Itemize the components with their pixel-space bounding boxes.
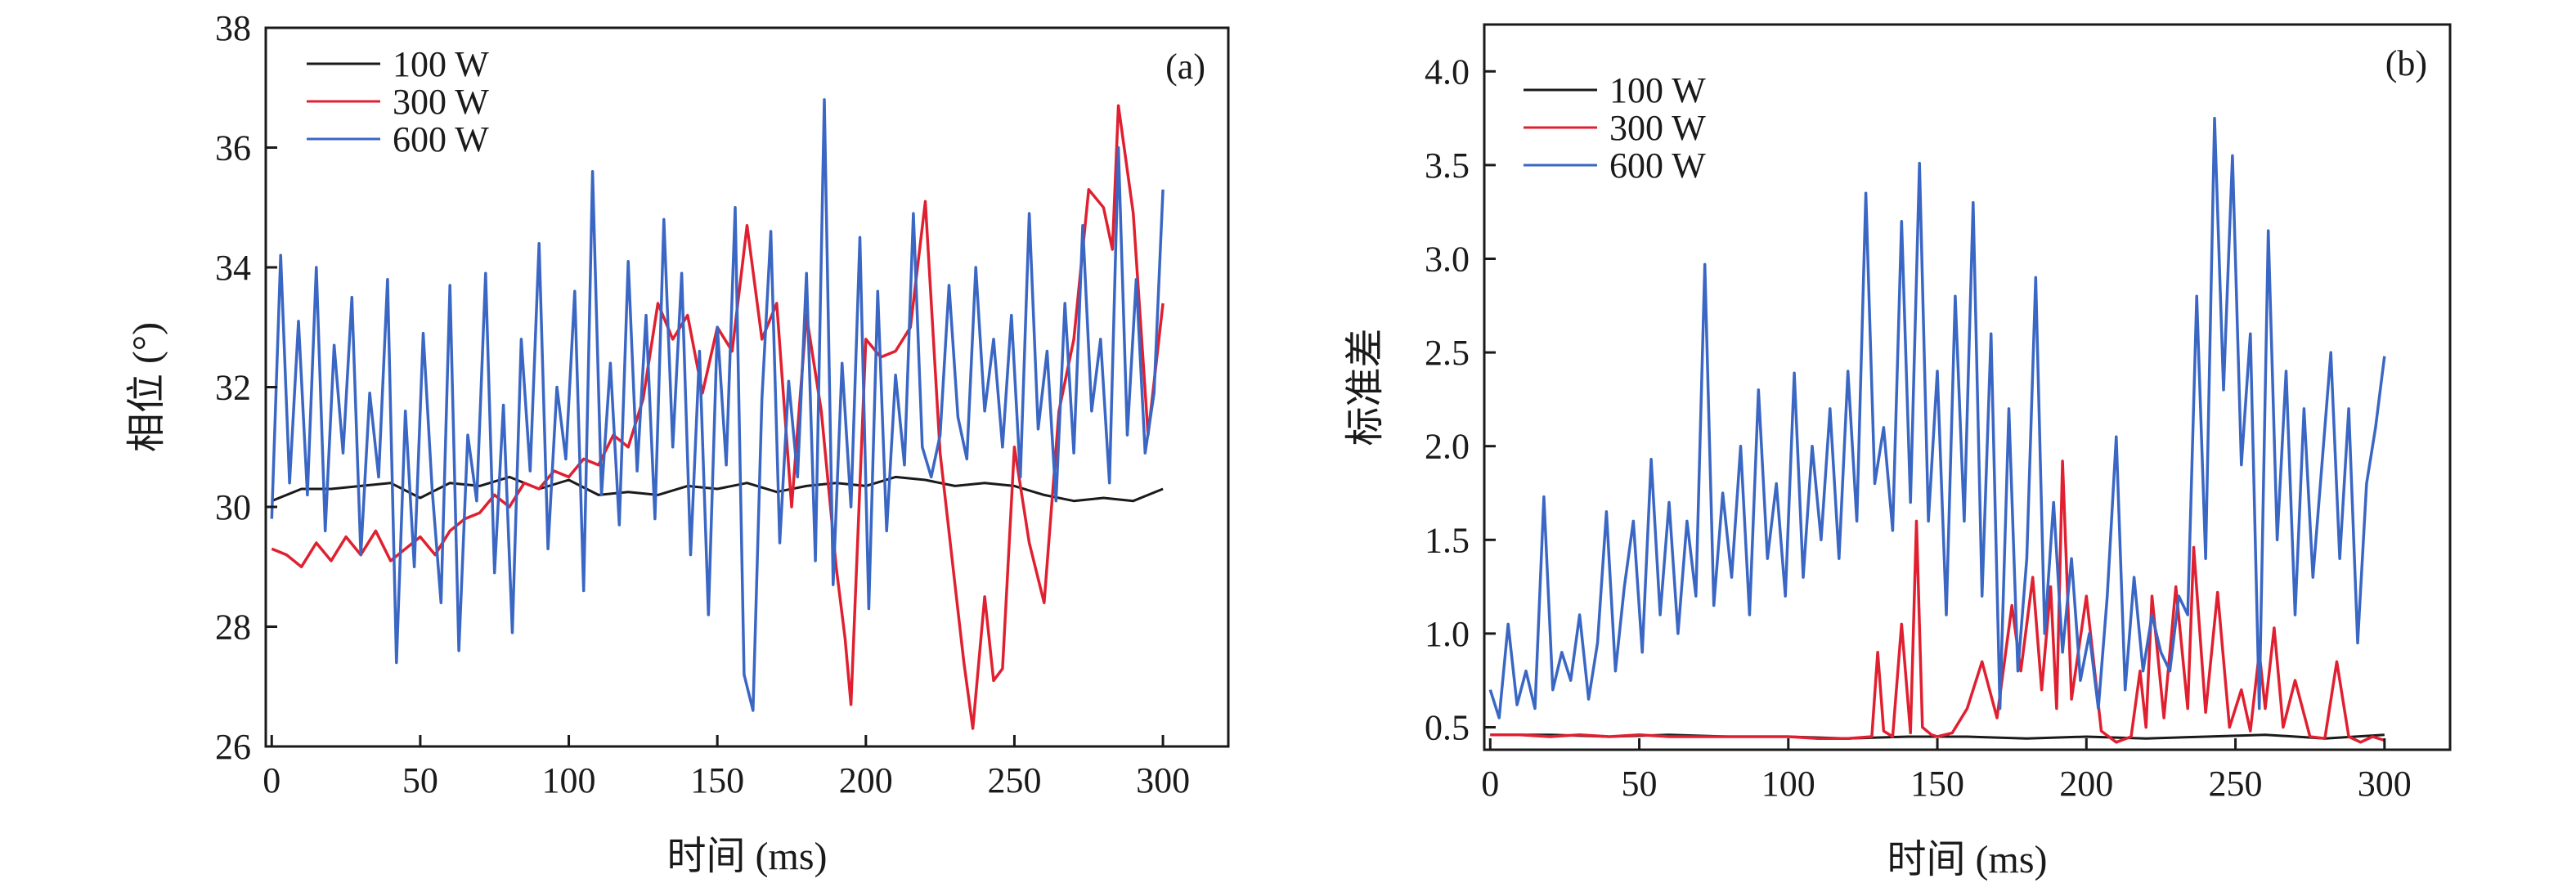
y-tick-label-b: 2.0 bbox=[1425, 427, 1470, 467]
legend-item-a-600w: 600 W bbox=[307, 119, 489, 159]
x-tick-label-a: 200 bbox=[839, 760, 893, 800]
x-tick-label-b: 200 bbox=[2059, 764, 2113, 804]
x-tick-label-b: 50 bbox=[1622, 764, 1658, 804]
legend-item-b-300w: 300 W bbox=[1524, 108, 1706, 148]
series-line-a-300w bbox=[271, 104, 1165, 730]
series-line-b-600w bbox=[1488, 116, 2386, 719]
chart-panel-a: 0 50 100 150 200 250 300 26 28 30 32 34 36 38 (a) 时间 … bbox=[125, 8, 1230, 878]
y-tick-label-b: 1.0 bbox=[1425, 614, 1470, 654]
y-tick-label-b: 1.5 bbox=[1425, 520, 1470, 560]
legend-item-b-600w: 600 W bbox=[1524, 146, 1706, 186]
series-line-b-300w bbox=[1490, 459, 2385, 744]
x-axis-label-a: 时间 (ms) bbox=[667, 835, 828, 878]
legend-label-b-300w: 300 W bbox=[1609, 108, 1706, 148]
x-tick-label-a: 50 bbox=[402, 760, 438, 800]
x-tick-label-b: 250 bbox=[2209, 764, 2263, 804]
legend-b: 100 W 300 W 600 W bbox=[1524, 70, 1706, 186]
legend-label-a-300w: 300 W bbox=[393, 82, 489, 122]
legend-label-b-600w: 600 W bbox=[1609, 146, 1706, 186]
x-tick-label-a: 300 bbox=[1136, 760, 1190, 800]
y-tick-label-b: 0.5 bbox=[1425, 707, 1470, 747]
legend-item-a-100w: 100 W bbox=[307, 44, 489, 84]
y-tick-label-a: 30 bbox=[215, 487, 251, 527]
series-line-a-600w bbox=[270, 98, 1165, 712]
y-tick-label-a: 28 bbox=[215, 607, 251, 648]
y-tick-label-a: 34 bbox=[215, 248, 251, 288]
legend-item-b-100w: 100 W bbox=[1524, 70, 1706, 110]
y-tick-label-b: 3.0 bbox=[1425, 239, 1470, 279]
ticks-layer-a: 0 50 100 150 200 250 300 26 28 30 32 34 36 38 bbox=[215, 8, 1190, 800]
y-tick-label-b: 3.5 bbox=[1425, 146, 1470, 186]
x-tick-label-b: 150 bbox=[1910, 764, 1964, 804]
x-tick-label-b: 100 bbox=[1761, 764, 1815, 804]
y-tick-label-b: 2.5 bbox=[1425, 333, 1470, 373]
y-tick-label-b: 4.0 bbox=[1425, 52, 1470, 92]
x-tick-label-a: 150 bbox=[690, 760, 744, 800]
x-axis-label-b: 时间 (ms) bbox=[1887, 838, 2048, 881]
x-tick-label-a: 100 bbox=[542, 760, 596, 800]
series-line-a-100w bbox=[271, 475, 1164, 503]
ticks-layer-b: 0 50 100 150 200 250 300 0.5 1.0 1.5 2.0 2.5 3.0 3.5 4… bbox=[1425, 52, 2412, 804]
legend-label-a-600w: 600 W bbox=[393, 119, 489, 159]
x-tick-label-a: 250 bbox=[987, 760, 1041, 800]
y-tick-label-a: 32 bbox=[215, 368, 251, 408]
plot-frame-b bbox=[1483, 23, 2452, 751]
legend-a: 100 W 300 W 600 W bbox=[307, 44, 489, 159]
legend-label-a-100w: 100 W bbox=[393, 44, 489, 84]
series-layer-b bbox=[1488, 116, 2386, 744]
series-layer-a bbox=[270, 98, 1165, 730]
y-tick-label-a: 26 bbox=[215, 727, 251, 767]
y-axis-label-b: 标准差 bbox=[1344, 328, 1387, 446]
y-tick-label-a: 38 bbox=[215, 8, 251, 48]
x-tick-label-b: 0 bbox=[1481, 764, 1499, 804]
legend-label-b-100w: 100 W bbox=[1609, 70, 1706, 110]
legend-item-a-300w: 300 W bbox=[307, 82, 489, 122]
x-tick-label-b: 300 bbox=[2358, 764, 2412, 804]
x-tick-label-a: 0 bbox=[263, 760, 280, 800]
panel-label-a: (a) bbox=[1165, 47, 1205, 87]
panel-label-b: (b) bbox=[2385, 43, 2427, 83]
y-axis-label-a: 相位 (°) bbox=[125, 322, 168, 452]
chart-panel-b: 0 50 100 150 200 250 300 0.5 1.0 1.5 2.0 2.5 3.0 3.5 4… bbox=[1344, 23, 2452, 881]
y-tick-label-a: 36 bbox=[215, 128, 251, 168]
